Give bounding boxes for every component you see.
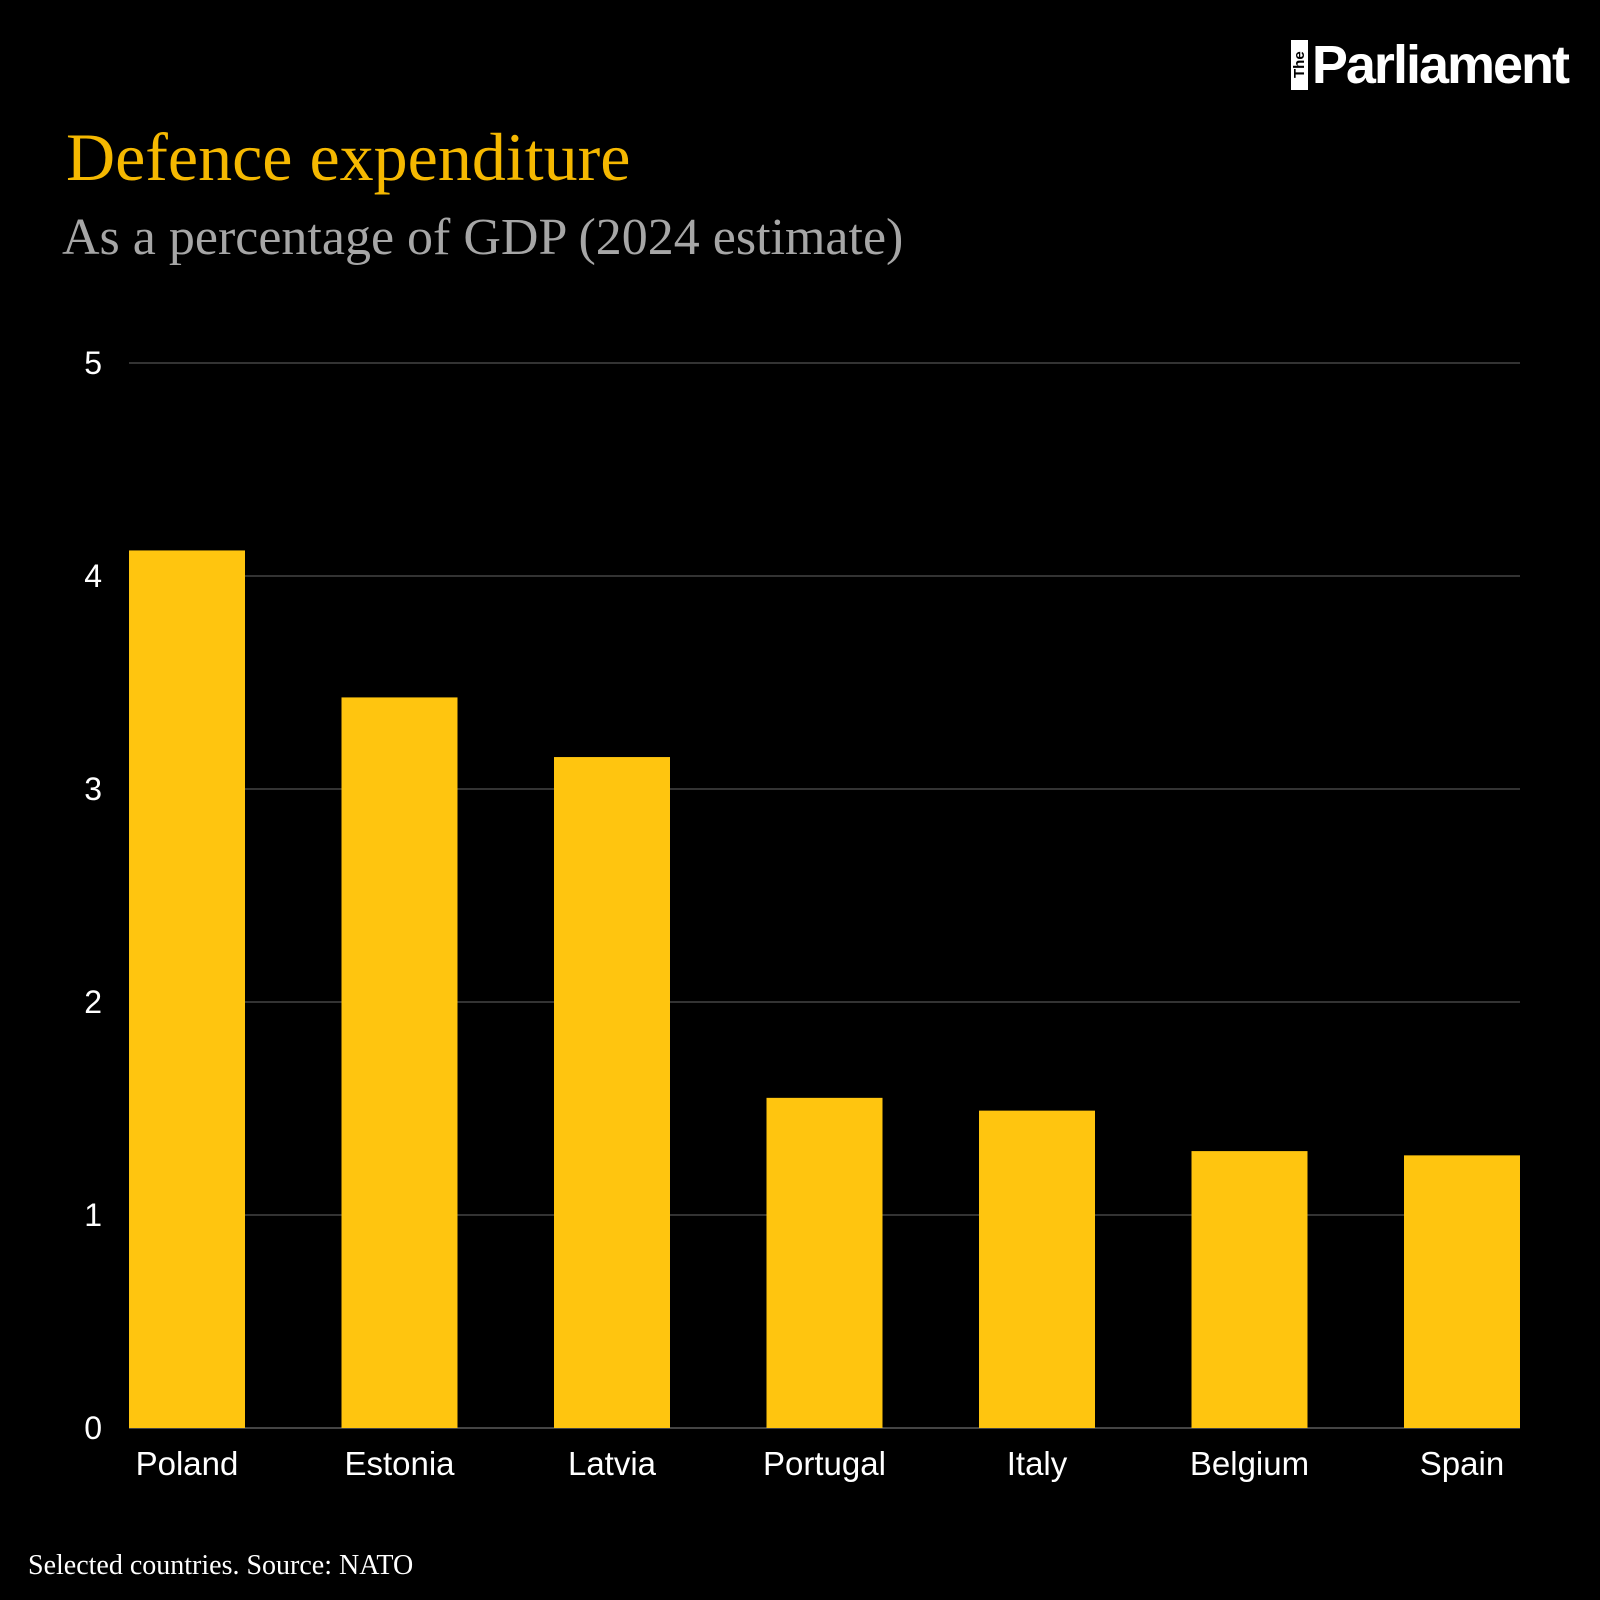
logo-name: Parliament (1311, 35, 1570, 95)
chart-subtitle: As a percentage of GDP (2024 estimate) (62, 209, 904, 266)
bar-spain (1404, 1155, 1520, 1428)
x-label-poland: Poland (136, 1445, 239, 1482)
y-tick-label: 3 (84, 771, 102, 807)
publisher-logo: The Parliament (1290, 35, 1570, 95)
x-label-belgium: Belgium (1190, 1445, 1309, 1482)
bar-latvia (554, 757, 670, 1428)
bar-estonia (341, 697, 458, 1428)
x-axis-labels: Poland Estonia Latvia Portugal Italy Belgium S… (136, 1445, 1505, 1482)
y-axis-ticks: 0 1 2 3 4 5 (84, 345, 102, 1446)
source-note: Selected countries. Source: NATO (28, 1550, 414, 1581)
y-tick-label: 0 (84, 1410, 102, 1446)
x-label-estonia: Estonia (344, 1445, 455, 1482)
x-label-spain: Spain (1420, 1445, 1504, 1482)
x-label-portugal: Portugal (763, 1445, 886, 1482)
bars (129, 550, 1520, 1428)
y-tick-label: 1 (84, 1197, 102, 1233)
x-label-italy: Italy (1007, 1445, 1068, 1482)
chart-title: Defence expenditure (66, 119, 631, 195)
x-label-latvia: Latvia (568, 1445, 657, 1482)
bar-portugal (766, 1097, 883, 1428)
bar-belgium (1191, 1151, 1308, 1428)
y-tick-label: 4 (84, 558, 102, 594)
y-tick-label: 5 (84, 345, 102, 381)
y-tick-label: 2 (84, 984, 102, 1020)
bar-poland (129, 550, 245, 1428)
bar-italy (979, 1110, 1095, 1428)
